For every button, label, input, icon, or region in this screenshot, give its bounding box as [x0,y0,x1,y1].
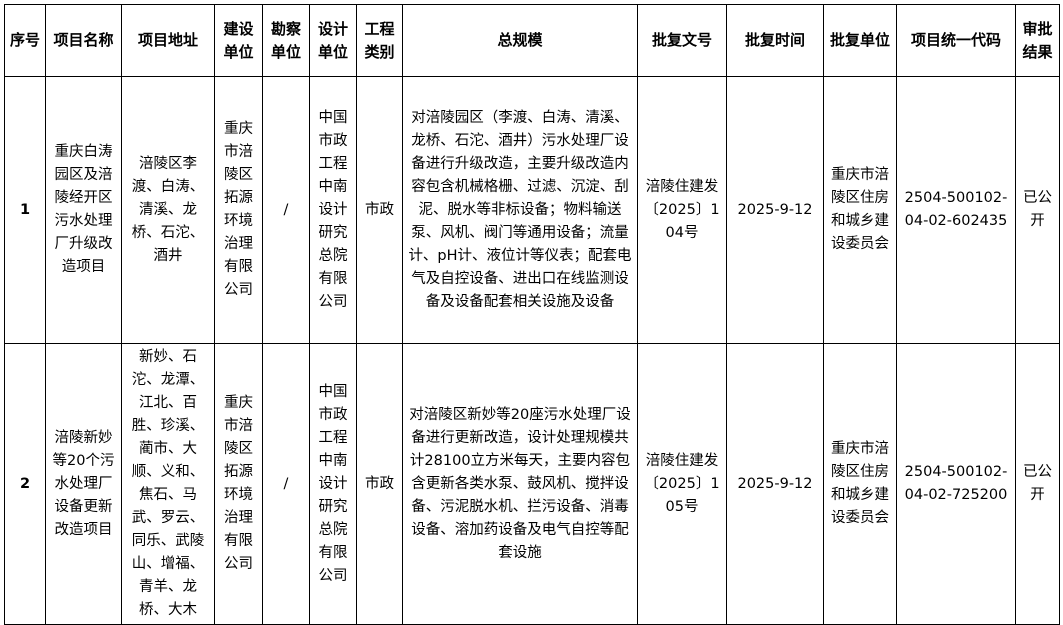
cell-designer: 中国市政工程中南设计研究总院有限公司 [309,343,357,625]
cell-approval-no: 涪陵住建发〔2025〕105号 [637,343,727,625]
cell-approval-date: 2025-9-12 [726,343,824,625]
header-approval-unit: 批复单位 [823,4,897,77]
table-row: 2 涪陵新妙等20个污水处理厂设备更新改造项目 新妙、石沱、龙潭、江北、百胜、珍… [4,343,1060,625]
cell-address: 新妙、石沱、龙潭、江北、百胜、珍溪、蔺市、大顺、义和、焦石、马武、罗云、同乐、武… [121,343,215,625]
cell-surveyor: / [262,76,310,344]
header-index: 序号 [4,4,46,77]
header-address: 项目地址 [121,4,215,77]
header-approval-no: 批复文号 [637,4,727,77]
cell-result: 已公开 [1015,343,1060,625]
header-surveyor: 勘察单位 [262,4,310,77]
cell-approval-no: 涪陵住建发〔2025〕104号 [637,76,727,344]
header-scale: 总规模 [402,4,638,77]
cell-designer: 中国市政工程中南设计研究总院有限公司 [309,76,357,344]
cell-name: 重庆白涛园区及涪陵经开区污水处理厂升级改造项目 [45,76,122,344]
cell-index: 1 [4,76,46,344]
cell-scale: 对涪陵园区（李渡、白涛、清溪、龙桥、石沱、酒井）污水处理厂设备进行升级改造，主要… [402,76,638,344]
cell-approval-date: 2025-9-12 [726,76,824,344]
header-name: 项目名称 [45,4,122,77]
header-result: 审批结果 [1015,4,1060,77]
cell-category: 市政 [356,343,403,625]
cell-index: 2 [4,343,46,625]
cell-category: 市政 [356,76,403,344]
cell-approval-unit: 重庆市涪陵区住房和城乡建设委员会 [823,76,897,344]
header-code: 项目统一代码 [896,4,1016,77]
header-row: 序号 项目名称 项目地址 建设单位 勘察单位 设计单位 工程类别 总规模 批复文… [4,4,1060,77]
table-row: 1 重庆白涛园区及涪陵经开区污水处理厂升级改造项目 涪陵区李渡、白涛、清溪、龙桥… [4,76,1060,344]
header-category: 工程类别 [356,4,403,77]
cell-address: 涪陵区李渡、白涛、清溪、龙桥、石沱、酒井 [121,76,215,344]
header-builder: 建设单位 [214,4,263,77]
cell-code: 2504-500102-04-02-725200 [896,343,1016,625]
cell-builder: 重庆市涪陵区拓源环境治理有限公司 [214,343,263,625]
cell-surveyor: / [262,343,310,625]
cell-name: 涪陵新妙等20个污水处理厂设备更新改造项目 [45,343,122,625]
cell-scale: 对涪陵区新妙等20座污水处理厂设备进行更新改造，设计处理规模共计28100立方米… [402,343,638,625]
cell-builder: 重庆市涪陵区拓源环境治理有限公司 [214,76,263,344]
cell-result: 已公开 [1015,76,1060,344]
header-approval-date: 批复时间 [726,4,824,77]
header-designer: 设计单位 [309,4,357,77]
project-approval-table: 序号 项目名称 项目地址 建设单位 勘察单位 设计单位 工程类别 总规模 批复文… [4,4,1060,625]
cell-code: 2504-500102-04-02-602435 [896,76,1016,344]
cell-approval-unit: 重庆市涪陵区住房和城乡建设委员会 [823,343,897,625]
